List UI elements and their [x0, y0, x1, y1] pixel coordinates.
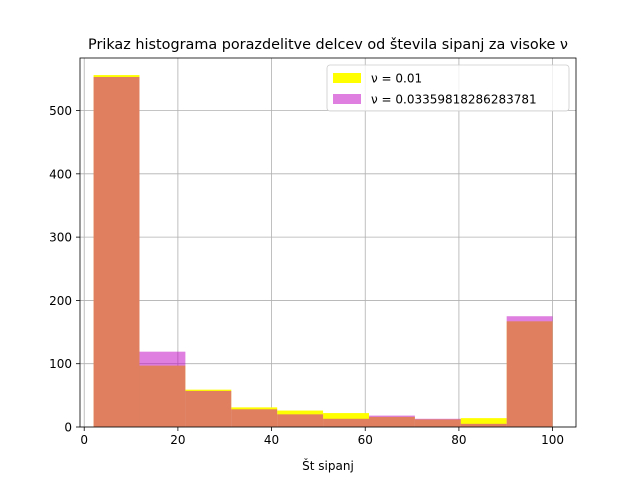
histogram-bars	[93, 75, 553, 428]
x-tick-label: 100	[541, 433, 564, 447]
histogram-bar	[93, 76, 140, 428]
x-tick-label: 40	[264, 433, 279, 447]
legend: ν = 0.01 ν = 0.03359818286283781	[326, 64, 570, 112]
legend-swatch	[333, 94, 361, 104]
plot-frame	[79, 57, 577, 428]
histogram-bar	[231, 409, 278, 427]
histogram-bar	[460, 423, 507, 427]
x-tick-label: 80	[451, 433, 466, 447]
histogram-bar	[506, 316, 553, 427]
y-tick-label: 100	[49, 357, 72, 371]
y-tick-label: 300	[49, 231, 72, 245]
x-axis-label: Št sipanj	[302, 458, 354, 473]
histogram-bar	[460, 418, 507, 427]
y-axis-ticks: 0 100 200 300 400 500	[49, 104, 80, 435]
x-tick-label: 60	[358, 433, 373, 447]
y-tick-label: 0	[64, 421, 72, 435]
x-tick-label: 20	[170, 433, 185, 447]
chart-title: Prikaz histograma porazdelitve delcev od…	[88, 37, 568, 53]
histogram-bar	[368, 415, 415, 427]
legend-label: ν = 0.03359818286283781	[371, 93, 537, 107]
histogram-bar	[414, 418, 461, 427]
y-tick-label: 400	[49, 167, 72, 181]
histogram-bar	[139, 351, 186, 427]
y-tick-label: 200	[49, 294, 72, 308]
histogram-bar	[277, 414, 324, 427]
legend-swatch	[333, 73, 361, 83]
x-axis-ticks: 0 20 40 60 80 100	[80, 427, 564, 447]
series-2-bars	[93, 76, 553, 428]
y-tick-label: 500	[49, 104, 72, 118]
x-tick-label: 0	[80, 433, 88, 447]
histogram-bar	[185, 390, 232, 427]
legend-box	[326, 64, 570, 112]
histogram-bar	[323, 418, 369, 427]
legend-label: ν = 0.01	[371, 72, 422, 86]
